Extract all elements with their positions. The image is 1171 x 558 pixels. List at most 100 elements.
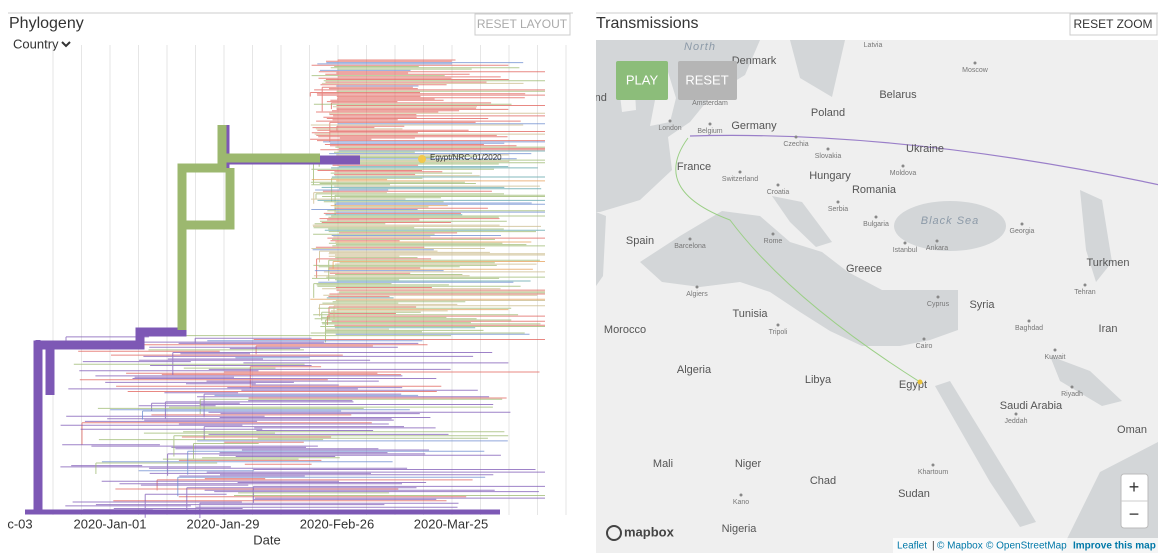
reset-layout-label[interactable]: RESET LAYOUT (477, 17, 568, 31)
city-dot (776, 323, 780, 327)
reset-button[interactable] (678, 61, 737, 100)
x-tick-label: 2020-Mar-25 (414, 516, 488, 531)
map-label: Istanbul (893, 247, 918, 254)
zoom-out[interactable]: − (1129, 504, 1140, 524)
attribution-separator: | (932, 541, 935, 552)
city-dot (695, 285, 699, 289)
x-axis-label: Date (253, 532, 280, 547)
map-label: Hungary (809, 170, 851, 182)
tree-clade (25, 340, 500, 515)
map-label: Niger (735, 458, 762, 470)
map-label: Tripoli (769, 329, 788, 336)
map-label: Jeddah (1005, 418, 1028, 425)
tip[interactable] (418, 155, 426, 163)
attribution-box (893, 538, 1158, 553)
city-dot (688, 237, 692, 241)
tree-clade (177, 125, 320, 330)
city-dot (1083, 283, 1087, 287)
tree-branches (60, 336, 545, 518)
tree: Egypt/NRC-01/2020 (25, 45, 567, 518)
x-tick-label: 2020-Jan-01 (74, 516, 147, 531)
map-label: Moldova (890, 170, 917, 177)
attribution-link[interactable]: © Mapbox (937, 541, 983, 552)
map: North Denmark Latvia Moscow Ireland Amsterdam… (573, 37, 1160, 553)
dropdown-chevron[interactable] (61, 41, 71, 48)
map-label: Libya (805, 374, 832, 386)
map-label: Khartoum (918, 469, 949, 476)
city-dot (874, 215, 878, 219)
reset-layout-button[interactable] (474, 13, 571, 36)
reset-zoom-button[interactable] (1069, 13, 1158, 36)
color-by-select[interactable]: Country (13, 36, 59, 51)
city-dot (776, 183, 780, 187)
attribution-link[interactable]: © OpenStreetMap (986, 541, 1067, 552)
map-label: Poland (811, 107, 845, 119)
map-label: Turkmen (1087, 257, 1130, 269)
map-label: Mali (653, 458, 673, 470)
map-label: Egypt (899, 379, 927, 391)
map-label: Chad (810, 475, 836, 487)
tree-branches (310, 179, 545, 311)
panel-title: Phylogeny (9, 15, 84, 32)
map-label: Iran (1099, 323, 1118, 335)
map-label: Ireland (573, 92, 607, 104)
city-dot (794, 135, 798, 139)
map-label: France (677, 161, 711, 173)
play-label[interactable]: PLAY (626, 72, 659, 87)
play-button[interactable] (616, 61, 668, 100)
map-label: Riyadh (1061, 391, 1083, 398)
city-dot (1027, 319, 1031, 323)
map-label: Black Sea (921, 215, 980, 227)
reset-zoom-label[interactable]: RESET ZOOM (1073, 17, 1152, 31)
city-dot (901, 164, 905, 168)
map-label: London (658, 125, 681, 132)
transmission-line[interactable] (689, 134, 1160, 186)
map-labels: North Denmark Latvia Moscow Ireland Amsterdam… (573, 37, 1147, 535)
map-label: Rome (764, 238, 783, 245)
map-label: Romania (852, 184, 897, 196)
city-dot (931, 463, 935, 467)
zoom-in[interactable]: + (1129, 477, 1140, 497)
city-dot (738, 170, 742, 174)
city-dot (668, 119, 672, 123)
map-label: Amsterdam (692, 100, 728, 107)
map-label: Spain (626, 235, 654, 247)
city-dot (1020, 222, 1024, 226)
map-label: Oman (1117, 424, 1147, 436)
city-dot (739, 493, 743, 497)
panel-title: Transmissions (596, 15, 699, 32)
egypt-marker[interactable] (917, 379, 923, 385)
map-label: North (684, 41, 716, 53)
map-label: Barcelona (674, 243, 706, 250)
city-dot (1014, 412, 1018, 416)
map-label: Switzerland (722, 176, 758, 183)
map-label: Syria (969, 299, 995, 311)
transmission-line[interactable] (675, 137, 921, 383)
tree-branches (317, 150, 545, 329)
attribution-link[interactable]: Improve this map (1073, 541, 1156, 552)
city-dot (708, 122, 712, 126)
reset-label[interactable]: RESET (685, 72, 728, 87)
map-label: Algeria (677, 364, 712, 376)
city-dot (903, 241, 907, 245)
city-dot (1070, 385, 1074, 389)
map-label: Slovakia (815, 153, 842, 160)
map-label: Nigeria (722, 523, 758, 535)
tip-label: Egypt/NRC-01/2020 (430, 153, 502, 162)
city-dot (826, 147, 830, 151)
map-label: Greece (846, 263, 882, 275)
tree-branches (101, 62, 545, 497)
city-dot (936, 295, 940, 299)
city-dot (872, 37, 875, 40)
map-label: Saudi Arabia (1000, 400, 1063, 412)
map-label: Baghdad (1015, 325, 1043, 332)
mapbox-logo: mapbox (624, 524, 675, 539)
map-label: Bulgaria (863, 221, 889, 228)
attribution-link[interactable]: Leaflet (897, 541, 927, 552)
map-label: Tehran (1074, 289, 1096, 296)
tree-trunk (33, 125, 360, 512)
map-label: Latvia (864, 42, 883, 49)
map-label: Belgium (697, 128, 722, 135)
map-label: Cairo (916, 343, 933, 350)
